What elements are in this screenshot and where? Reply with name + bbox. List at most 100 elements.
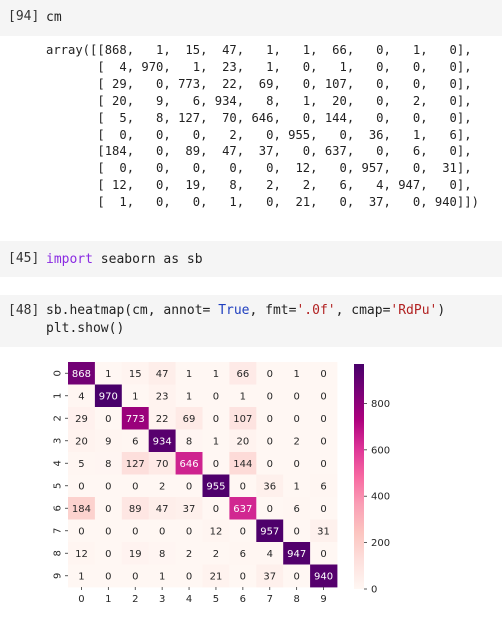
heatmap-cell-label: 0 (105, 571, 111, 582)
colorbar-tick-label: 800 (371, 399, 390, 410)
heatmap-cell (202, 407, 230, 430)
heatmap-cell-label: 0 (132, 526, 138, 537)
colorbar (354, 364, 364, 589)
code-cell-2[interactable]: [45] import seaborn as sb (0, 241, 502, 277)
array-output-line: [ 1, 0, 0, 1, 0, 21, 0, 37, 0, 940]]) (46, 195, 479, 210)
code-line-1: sb.heatmap(cm, annot= True, fmt='.0f', c… (46, 302, 445, 319)
heatmap-cell-label: 66 (236, 369, 249, 380)
heatmap-cell (283, 497, 311, 520)
heatmap-cell (148, 519, 176, 543)
heatmap-cell-label: 1 (213, 436, 219, 447)
heatmap-cell (229, 362, 257, 385)
heatmap-cell-label: 0 (267, 391, 273, 402)
heatmap-cell-label: 31 (317, 526, 330, 537)
heatmap-cell-label: 0 (293, 459, 299, 470)
heatmap-cell (68, 407, 96, 430)
array-output-line: [ 20, 9, 6, 934, 8, 1, 20, 0, 2, 0], (46, 93, 472, 108)
heatmap-cell-label: 1 (213, 369, 219, 380)
heatmap-cell-label: 0 (213, 459, 219, 470)
code-segment: sb.heatmap(cm, annot= (46, 303, 219, 318)
heatmap-cell-label: 957 (260, 526, 279, 537)
heatmap-cell-label: 0 (293, 391, 299, 402)
heatmap-cell (175, 429, 203, 453)
y-tick-label: 3 (53, 438, 64, 444)
heatmap-cell (229, 497, 257, 520)
heatmap-cell (283, 362, 311, 385)
heatmap-cell-label: 0 (320, 504, 326, 515)
colorbar-tick-label: 400 (371, 492, 390, 503)
array-output-line: array([[868, 1, 15, 47, 1, 1, 66, 0, 1, … (46, 43, 472, 57)
heatmap-cell (256, 384, 284, 408)
heatmap-cell (94, 542, 123, 565)
y-tick-label: 2 (53, 415, 64, 421)
heatmap-cell-label: 0 (78, 481, 84, 492)
heatmap-cell (121, 429, 150, 453)
heatmap-cell-label: 637 (233, 504, 252, 515)
heatmap-cell (202, 542, 230, 565)
array-output-line: [184, 0, 89, 47, 37, 0, 637, 0, 6, 0], (46, 144, 472, 159)
heatmap-chart: 868 1 15 47 1 1 66 0 1 04 970 1 23 1 0 1 0 0 029 0 773 22 69 0 1… (53, 362, 390, 605)
heatmap-cell (202, 429, 230, 453)
heatmap-cell (121, 497, 150, 520)
constant-true: True (218, 303, 250, 318)
heatmap-cell-label: 23 (156, 391, 169, 402)
heatmap-cell (283, 384, 311, 408)
heatmap-cell-label: 4 (78, 391, 84, 402)
string-fmt: '.0f' (296, 303, 336, 318)
array-output-line: [ 0, 0, 0, 0, 0, 12, 0, 957, 0, 31], (46, 161, 472, 176)
heatmap-cell (202, 519, 230, 543)
heatmap-cell (175, 362, 203, 385)
heatmap-cell (175, 384, 203, 408)
heatmap-cell-label: 940 (314, 571, 333, 582)
heatmap-cell-label: 6 (132, 436, 138, 447)
y-tick-label: 5 (53, 483, 64, 489)
array-output-line: [ 29, 0, 773, 22, 69, 0, 107, 0, 0, 0], (46, 76, 472, 91)
heatmap-cell-label: 6 (293, 504, 299, 515)
heatmap-cell-label: 2 (213, 549, 219, 560)
heatmap-cell (175, 474, 203, 498)
heatmap-cell (94, 519, 123, 543)
heatmap-cell-label: 37 (183, 504, 196, 515)
heatmap-cell-label: 0 (267, 369, 273, 380)
heatmap-cell (310, 474, 338, 498)
heatmap-cell (121, 564, 150, 588)
heatmap-cell-label: 37 (263, 571, 276, 582)
x-tick-label: 9 (320, 594, 326, 605)
heatmap-cell-label: 22 (156, 414, 169, 425)
heatmap-cell (175, 519, 203, 543)
heatmap-cell (283, 474, 311, 498)
heatmap-cell (121, 519, 150, 543)
heatmap-cell-label: 0 (320, 549, 326, 560)
array-output: array([[868, 1, 15, 47, 1, 1, 66, 0, 1, … (0, 42, 502, 222)
code-cell-1[interactable]: [94] cm (0, 0, 502, 36)
heatmap-cell-label: 0 (105, 549, 111, 560)
heatmap-cell (175, 452, 203, 475)
code-segment: ) (437, 303, 446, 318)
heatmap-cell (94, 429, 123, 453)
heatmap-cell (229, 452, 257, 475)
array-output-line: [ 12, 0, 19, 8, 2, 2, 6, 4, 947, 0], (46, 178, 472, 193)
heatmap-cell-label: 0 (159, 526, 165, 537)
heatmap-cell-label: 0 (240, 571, 246, 582)
heatmap-cell-label: 2 (159, 481, 165, 492)
code-cell-3[interactable]: [48] sb.heatmap(cm, annot= True, fmt='.0… (0, 295, 502, 347)
heatmap-cell-label: 646 (180, 459, 199, 470)
heatmap-cell-label: 0 (105, 526, 111, 537)
heatmap-cell-label: 0 (240, 526, 246, 537)
heatmap-cell-label: 15 (129, 369, 142, 380)
heatmap-cell-label: 0 (186, 481, 192, 492)
heatmap-cell (256, 474, 284, 498)
cell-prompt: [48] (8, 303, 40, 318)
heatmap-cell-label: 8 (159, 549, 165, 560)
y-tick-label: 7 (53, 528, 64, 534)
heatmap-cell-label: 0 (78, 526, 84, 537)
heatmap-cell-label: 8 (186, 436, 192, 447)
heatmap-cell (121, 452, 150, 475)
heatmap-cell (68, 564, 96, 588)
heatmap-cell-label: 20 (75, 436, 88, 447)
y-tick-label: 1 (53, 393, 64, 399)
heatmap-cell (256, 362, 284, 385)
heatmap-cell (229, 407, 257, 430)
heatmap-cell-label: 184 (72, 504, 91, 515)
heatmap-cell-label: 868 (72, 369, 91, 380)
